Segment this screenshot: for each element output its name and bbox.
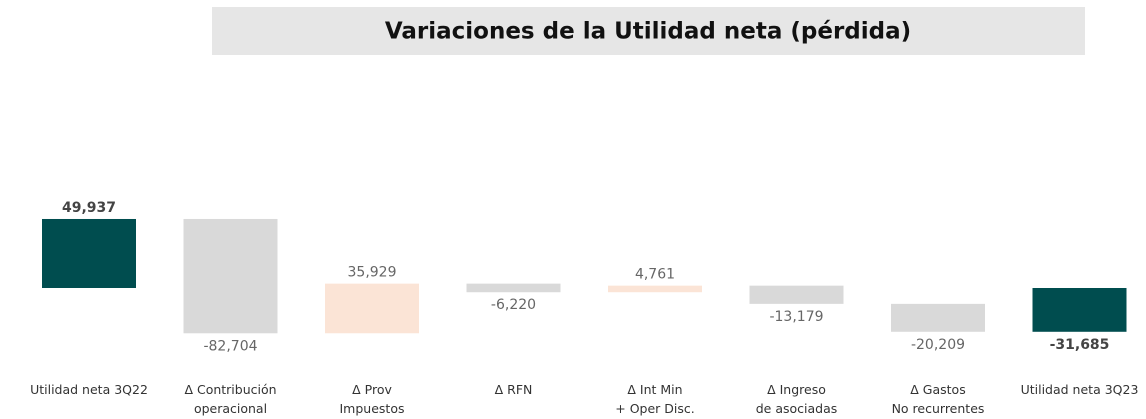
bar: [42, 218, 136, 288]
value-label: 4,761: [635, 267, 675, 283]
value-label: -6,220: [491, 297, 536, 313]
value-label: 35,929: [348, 265, 397, 281]
bar: [466, 283, 561, 293]
x-tick-label-line: Δ Contribución: [184, 382, 276, 397]
x-tick-label-line: Δ Int Min: [627, 382, 682, 397]
x-tick-label: Utilidad neta 3Q22: [30, 382, 148, 397]
x-tick-label-line: No recurrentes: [892, 401, 985, 416]
x-tick-label: Δ Int Min + Oper Disc.: [615, 382, 694, 416]
x-tick-label: Utilidad neta 3Q23: [1021, 382, 1139, 397]
x-tick-label: Δ Contribución operacional: [184, 382, 276, 416]
x-tick-label-line: Δ Ingreso: [767, 382, 826, 397]
x-tick-label-line: operacional: [194, 401, 267, 416]
x-tick-label-line: Δ RFN: [495, 382, 533, 397]
value-label: -13,179: [769, 309, 823, 325]
bar: [608, 285, 702, 293]
x-tick-label: Δ Prov Impuestos: [340, 382, 405, 416]
value-label: -20,209: [911, 337, 965, 353]
x-tick-label-line: Utilidad neta 3Q23: [1021, 382, 1139, 397]
value-label: 49,937: [62, 200, 116, 216]
x-tick-label-line: Δ Prov: [352, 382, 392, 397]
x-tick-label: Δ Gastos No recurrentes: [892, 382, 985, 416]
bar: [325, 283, 419, 334]
bar: [891, 303, 985, 332]
value-label: -82,704: [203, 338, 257, 354]
bar: [749, 285, 844, 304]
x-tick-label-line: Utilidad neta 3Q22: [30, 382, 148, 397]
x-tick-label-line: Δ Gastos: [910, 382, 965, 397]
bar: [1032, 288, 1127, 332]
x-tick-label-line: de asociadas: [756, 401, 838, 416]
x-tick-label: Δ Ingreso de asociadas: [756, 382, 838, 416]
value-label: -31,685: [1050, 337, 1110, 353]
x-tick-label: Δ RFN: [495, 382, 533, 397]
title-band: [212, 7, 1085, 55]
chart-title: Variaciones de la Utilidad neta (pérdida…: [385, 19, 911, 45]
x-tick-label-line: Impuestos: [340, 401, 405, 416]
x-tick-label-line: + Oper Disc.: [615, 401, 694, 416]
bar: [183, 218, 278, 334]
